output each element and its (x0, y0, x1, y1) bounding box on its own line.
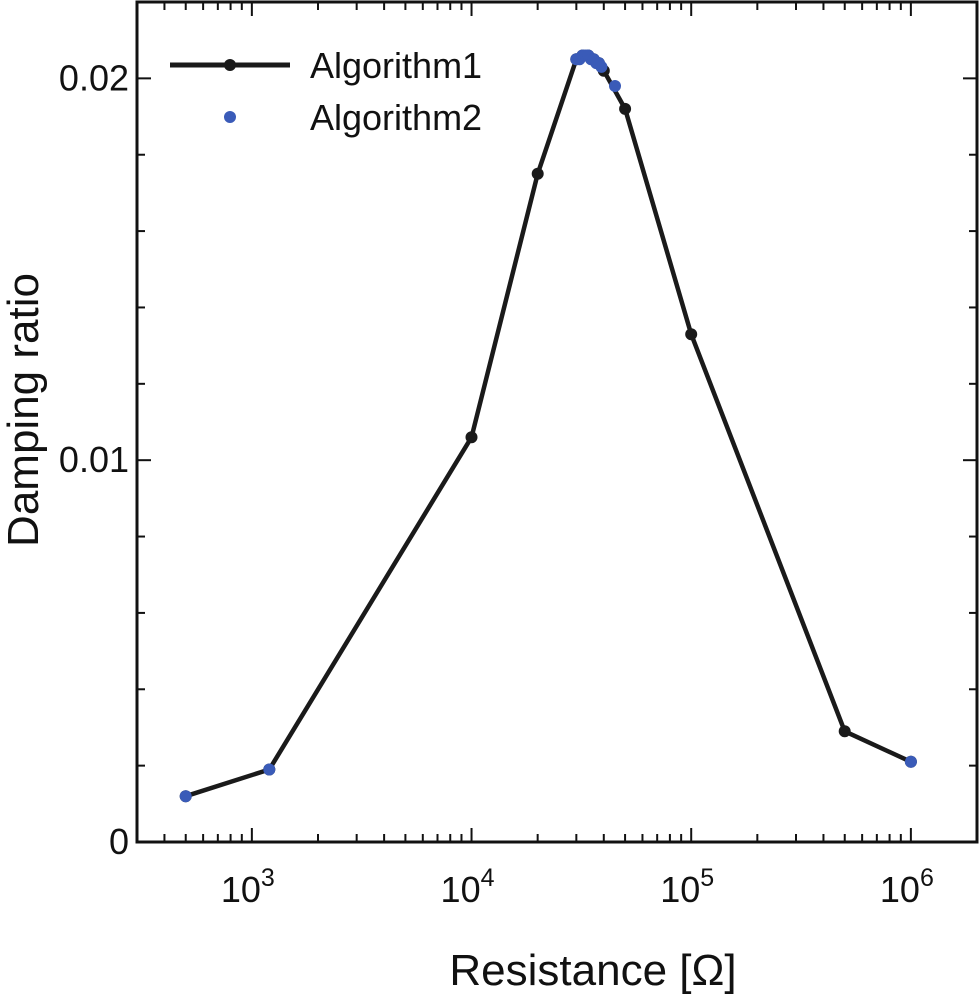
x-tick-label: 104 (441, 864, 495, 910)
x-tick-label: 103 (221, 864, 275, 910)
y-tick-label: 0.02 (59, 57, 129, 98)
x-tick-label: 105 (660, 864, 714, 910)
legend-marker-algorithm1 (224, 59, 236, 71)
x-axis-title: Resistance [Ω] (449, 946, 736, 995)
data-point-algorithm1 (465, 431, 478, 444)
y-tick-label: 0 (109, 821, 129, 862)
data-point-algorithm1 (838, 725, 851, 738)
y-tick-label: 0.01 (59, 439, 129, 480)
data-point-algorithm2 (595, 60, 608, 73)
data-point-algorithm1 (531, 167, 544, 180)
legend-marker-algorithm2 (224, 111, 236, 123)
plot-frame (135, 0, 979, 844)
legend-label-algorithm2: Algorithm2 (310, 97, 482, 138)
legend: Algorithm1 Algorithm2 (170, 45, 482, 138)
data-point-algorithm2 (179, 790, 192, 803)
x-tick-label: 106 (880, 864, 934, 910)
series-line-algorithm1 (183, 53, 914, 799)
data-point-algorithm1 (685, 328, 698, 341)
data-point-algorithm2 (904, 755, 917, 768)
legend-label-algorithm1: Algorithm1 (310, 45, 482, 86)
y-axis-title: Damping ratio (0, 273, 48, 547)
data-point-algorithm1 (619, 102, 632, 115)
data-point-algorithm2 (263, 763, 276, 776)
data-point-algorithm2 (609, 80, 621, 92)
